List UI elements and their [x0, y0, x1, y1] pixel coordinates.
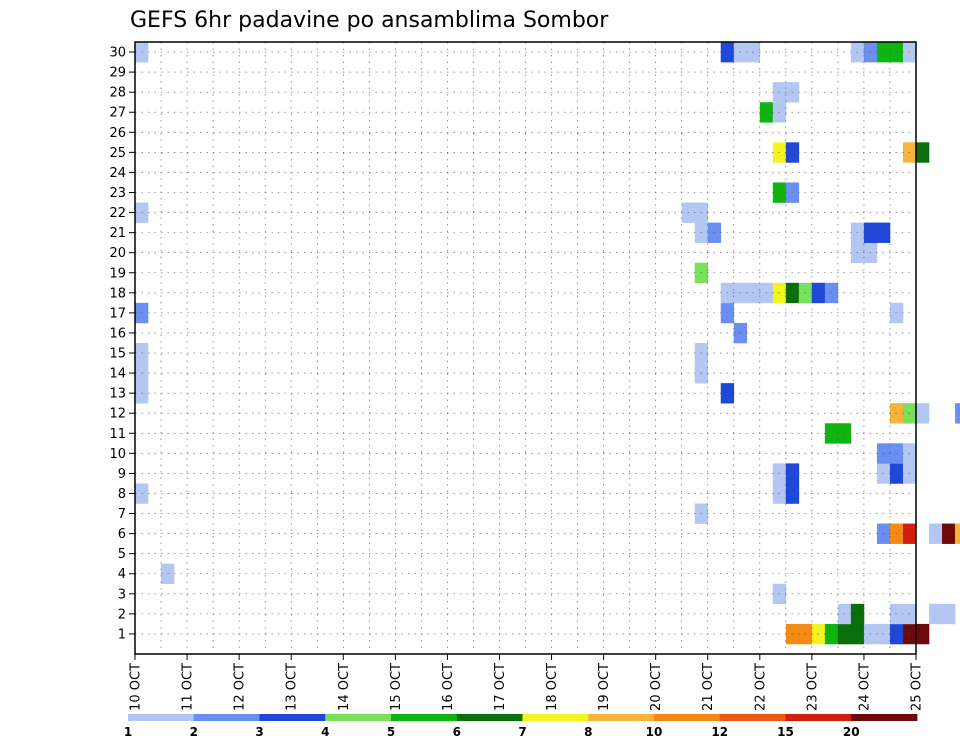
y-tick-label: 1: [118, 627, 126, 642]
y-tick-label: 22: [109, 206, 126, 221]
y-tick-label: 26: [109, 126, 126, 141]
colorbar-label: 12: [711, 725, 728, 739]
precip-cell: [929, 603, 943, 625]
y-tick-label: 5: [118, 547, 126, 562]
colorbar-segment: [325, 714, 392, 721]
x-tick-label: 23 OCT: [805, 663, 820, 711]
colorbar-legend: 1 2 3 4 5 6 7 8 10 12 15 20: [124, 714, 918, 739]
y-tick-label: 9: [118, 467, 126, 482]
chart-title: GEFS 6hr padavine po ansamblima Sombor: [130, 8, 609, 33]
colorbar-label: 10: [646, 725, 663, 739]
y-tick-label: 17: [109, 306, 126, 321]
colorbar-segment: [456, 714, 523, 721]
colorbar-segment: [719, 714, 786, 721]
x-tick-label: 24 OCT: [857, 663, 872, 711]
colorbar-segment: [193, 714, 260, 721]
x-tick-label: 25 OCT: [910, 663, 925, 711]
x-axis-ticks: 10 OCT 11 OCT 12 OCT 13 OCT 14 OCT 15 OCT 16 O…: [129, 654, 925, 711]
y-tick-label: 30: [109, 46, 126, 61]
y-tick-label: 24: [109, 166, 126, 181]
colorbar-label: 6: [453, 725, 461, 739]
y-tick-label: 16: [109, 326, 126, 341]
x-tick-label: 20 OCT: [649, 663, 664, 711]
y-tick-label: 3: [118, 587, 126, 602]
y-tick-label: 18: [109, 286, 126, 301]
y-tick-label: 7: [118, 507, 126, 522]
x-tick-label: 14 OCT: [337, 663, 352, 711]
colorbar-label: 7: [518, 725, 526, 739]
y-tick-label: 12: [109, 407, 126, 422]
x-tick-label: 17 OCT: [493, 663, 508, 711]
colorbar-segment: [522, 714, 589, 721]
colorbar-label: 1: [124, 725, 132, 739]
colorbar-segment: [259, 714, 326, 721]
plot-frame: [134, 41, 917, 655]
colorbar-label: 8: [584, 725, 592, 739]
x-tick-label: 11 OCT: [181, 663, 196, 711]
precip-cell: [942, 523, 956, 544]
y-tick-label: 10: [109, 447, 126, 462]
x-tick-label: 19 OCT: [597, 663, 612, 711]
precip-cell: [916, 403, 930, 424]
y-tick-label: 27: [109, 106, 126, 121]
x-tick-label: 22 OCT: [753, 663, 768, 711]
colorbar-segment: [128, 714, 195, 721]
y-tick-label: 21: [109, 226, 126, 241]
x-tick-label: 21 OCT: [701, 663, 716, 711]
y-tick-label: 6: [118, 527, 126, 542]
y-tick-label: 13: [109, 387, 126, 402]
colorbar-segment: [391, 714, 458, 721]
y-tick-label: 11: [109, 427, 126, 442]
x-tick-label: 16 OCT: [441, 663, 456, 711]
grid-lines: [134, 42, 917, 654]
colorbar-segment: [785, 714, 852, 721]
y-tick-label: 2: [118, 607, 126, 622]
colorbar-label: 4: [321, 725, 329, 739]
colorbar-label: 5: [387, 725, 395, 739]
x-tick-label: 10 OCT: [129, 663, 144, 711]
colorbar-segment: [654, 714, 721, 721]
y-tick-label: 20: [109, 246, 126, 261]
precip-cell: [916, 142, 930, 163]
precip-cell: [955, 403, 960, 424]
colorbar-label: 3: [255, 725, 263, 739]
y-tick-label: 15: [109, 347, 126, 362]
x-tick-label: 15 OCT: [389, 663, 404, 711]
x-tick-label: 12 OCT: [233, 663, 248, 711]
x-tick-label: 18 OCT: [545, 663, 560, 711]
y-tick-label: 25: [109, 146, 126, 161]
x-tick-label: 13 OCT: [285, 663, 300, 711]
colorbar-label: 20: [843, 725, 860, 739]
precip-cell: [942, 603, 956, 625]
colorbar-segment: [588, 714, 655, 721]
colorbar-label: 2: [190, 725, 198, 739]
y-tick-label: 23: [109, 186, 126, 201]
y-tick-label: 19: [109, 266, 126, 281]
precip-cell: [955, 523, 960, 544]
y-tick-label: 29: [109, 66, 126, 81]
y-tick-label: 8: [118, 487, 126, 502]
colorbar-segment: [851, 714, 918, 721]
precip-cell: [916, 623, 930, 645]
colorbar-label: 15: [777, 725, 794, 739]
y-tick-label: 4: [118, 567, 126, 582]
precip-cell: [929, 523, 943, 544]
y-tick-label: 14: [109, 367, 126, 382]
y-axis-ticks: 1234567891011121314151617181920212223242…: [109, 46, 135, 642]
y-tick-label: 28: [109, 86, 126, 101]
